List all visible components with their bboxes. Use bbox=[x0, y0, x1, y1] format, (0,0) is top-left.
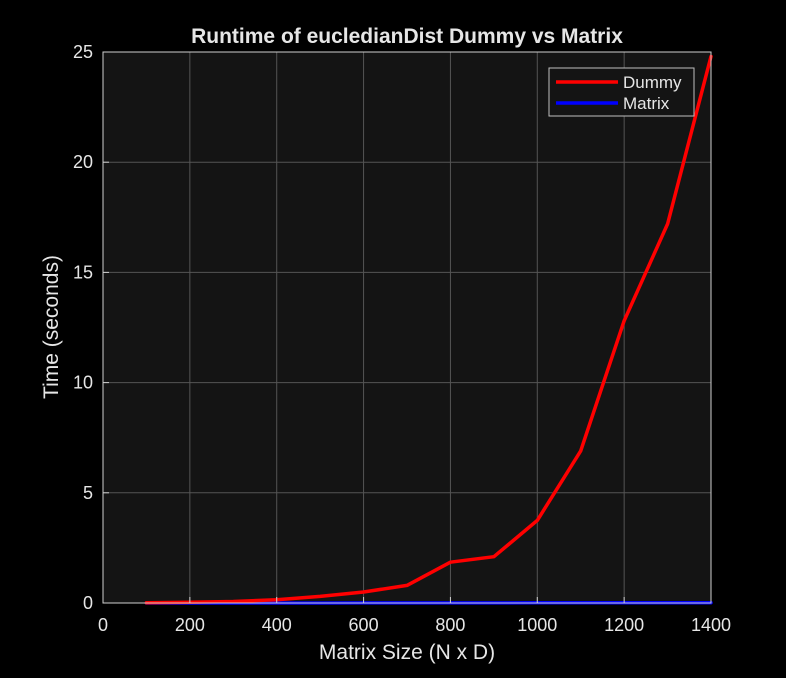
x-tick-label: 200 bbox=[175, 615, 205, 635]
x-tick-label: 0 bbox=[98, 615, 108, 635]
x-tick-label: 800 bbox=[435, 615, 465, 635]
legend-label-dummy: Dummy bbox=[623, 73, 682, 92]
y-axis-title: Time (seconds) bbox=[40, 255, 63, 399]
x-tick-label: 1400 bbox=[691, 615, 731, 635]
y-tick-label: 20 bbox=[73, 152, 93, 172]
plot-area bbox=[103, 52, 711, 603]
chart-title: Runtime of eucledianDist Dummy vs Matrix bbox=[191, 25, 623, 48]
y-tick-label: 10 bbox=[73, 373, 93, 393]
y-tick-label: 25 bbox=[73, 42, 93, 62]
ticks: 0 200 400 600 800 1000 1200 1400 0 5 10 15 20 25 bbox=[73, 42, 731, 635]
series-line-dummy bbox=[144, 54, 713, 605]
axes-box bbox=[102, 51, 712, 604]
legend: Dummy Matrix bbox=[548, 67, 695, 117]
x-tick-label: 1000 bbox=[517, 615, 557, 635]
x-tick-label: 400 bbox=[262, 615, 292, 635]
y-tick-label: 5 bbox=[83, 483, 93, 503]
legend-box bbox=[548, 67, 695, 117]
x-tick-label: 1200 bbox=[604, 615, 644, 635]
x-tick-label: 600 bbox=[349, 615, 379, 635]
y-tick-label: 0 bbox=[83, 593, 93, 613]
legend-label-matrix: Matrix bbox=[623, 94, 670, 113]
x-axis-title: Matrix Size (N x D) bbox=[319, 641, 495, 664]
y-tick-label: 15 bbox=[73, 262, 93, 282]
grid bbox=[103, 52, 711, 603]
